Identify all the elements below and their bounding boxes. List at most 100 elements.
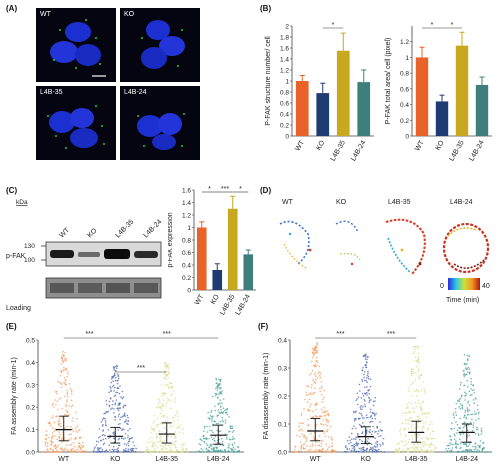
data-point bbox=[330, 437, 333, 440]
data-point bbox=[366, 443, 369, 446]
x-tick-label-l4b-24: L4B-24 bbox=[350, 139, 367, 162]
data-point bbox=[160, 448, 162, 451]
data-point bbox=[105, 449, 107, 452]
data-point bbox=[114, 402, 117, 404]
data-point bbox=[219, 402, 221, 404]
data-point bbox=[155, 445, 158, 447]
data-point bbox=[356, 444, 359, 447]
data-point bbox=[215, 446, 218, 449]
data-point bbox=[59, 370, 62, 372]
data-point bbox=[221, 390, 223, 393]
data-point bbox=[69, 388, 72, 390]
data-point bbox=[60, 386, 63, 389]
data-point bbox=[417, 391, 420, 393]
data-point bbox=[418, 359, 420, 361]
data-point bbox=[412, 444, 415, 446]
data-point bbox=[169, 447, 172, 449]
data-point bbox=[422, 444, 424, 446]
data-point bbox=[380, 450, 382, 453]
data-point bbox=[218, 442, 221, 444]
data-point bbox=[407, 423, 410, 425]
data-point bbox=[418, 415, 420, 418]
data-point bbox=[325, 410, 327, 412]
data-point bbox=[112, 449, 115, 451]
y-tick-label: 2 bbox=[285, 24, 289, 31]
data-point bbox=[65, 409, 67, 412]
data-point bbox=[231, 431, 234, 433]
chart-pfak-expression: 00.20.40.60.811.21.41.6p-FAK expressionW… bbox=[168, 186, 256, 317]
data-point bbox=[213, 440, 216, 442]
data-point bbox=[370, 415, 373, 417]
data-point bbox=[115, 391, 117, 394]
data-point bbox=[207, 417, 210, 419]
data-point bbox=[375, 442, 377, 444]
data-point bbox=[180, 451, 183, 453]
data-point bbox=[374, 400, 376, 402]
significance-label: *** bbox=[137, 365, 145, 372]
data-point bbox=[313, 365, 316, 368]
data-point bbox=[316, 361, 319, 364]
data-point bbox=[60, 397, 62, 399]
data-point bbox=[172, 450, 174, 453]
bar-l4b-24 bbox=[243, 254, 254, 290]
data-point bbox=[305, 391, 308, 394]
data-point bbox=[431, 423, 433, 425]
data-point bbox=[427, 438, 429, 441]
significance-label: * bbox=[431, 22, 434, 29]
data-point bbox=[323, 406, 325, 409]
data-point bbox=[469, 421, 472, 424]
data-point bbox=[360, 413, 363, 415]
data-point bbox=[312, 416, 315, 418]
data-point bbox=[83, 450, 85, 453]
data-point bbox=[425, 436, 427, 439]
colorbar-max: 40 bbox=[482, 283, 490, 290]
data-point bbox=[373, 414, 376, 417]
data-point bbox=[481, 450, 483, 452]
data-point bbox=[361, 447, 364, 449]
data-point bbox=[461, 430, 464, 432]
data-point bbox=[411, 394, 414, 397]
chart-fa-disassembly: 0.00.10.20.30.4FA disassembly rate (min-… bbox=[263, 331, 492, 463]
data-point bbox=[205, 448, 208, 451]
data-point bbox=[123, 448, 125, 451]
data-point bbox=[98, 447, 101, 450]
y-tick-label: 0.0 bbox=[26, 450, 35, 457]
data-point bbox=[117, 438, 120, 441]
data-point bbox=[218, 430, 221, 432]
data-point bbox=[399, 433, 402, 436]
data-point bbox=[64, 447, 67, 449]
data-point bbox=[466, 445, 468, 448]
data-point bbox=[93, 448, 96, 450]
data-point bbox=[367, 375, 370, 378]
data-point bbox=[117, 409, 120, 412]
data-point bbox=[81, 446, 84, 449]
data-point bbox=[313, 436, 315, 438]
data-point bbox=[421, 427, 423, 429]
data-point bbox=[230, 449, 233, 451]
micrograph-l4b24-caption: L4B-24 bbox=[124, 89, 147, 96]
data-point bbox=[365, 380, 367, 382]
data-point bbox=[378, 448, 380, 451]
data-point bbox=[366, 391, 368, 394]
data-point bbox=[323, 411, 326, 414]
tracks-ko bbox=[335, 220, 361, 266]
data-point bbox=[50, 451, 52, 453]
data-point bbox=[305, 394, 308, 396]
data-point bbox=[361, 406, 364, 408]
data-point bbox=[477, 434, 480, 436]
chart-total-area: 00.20.40.60.811.2P-FAK total area/ cell … bbox=[385, 22, 492, 163]
data-point bbox=[355, 450, 358, 453]
data-point bbox=[122, 406, 125, 409]
y-tick-label: 0.4 bbox=[400, 102, 409, 109]
data-point bbox=[315, 441, 317, 444]
data-point bbox=[407, 441, 410, 443]
data-point bbox=[315, 356, 318, 359]
data-point bbox=[465, 417, 467, 420]
data-point bbox=[378, 450, 380, 453]
data-point bbox=[322, 448, 324, 450]
data-point bbox=[472, 451, 475, 453]
data-point bbox=[416, 448, 418, 451]
data-point bbox=[363, 449, 365, 452]
data-point bbox=[168, 382, 171, 384]
data-point bbox=[406, 403, 409, 406]
